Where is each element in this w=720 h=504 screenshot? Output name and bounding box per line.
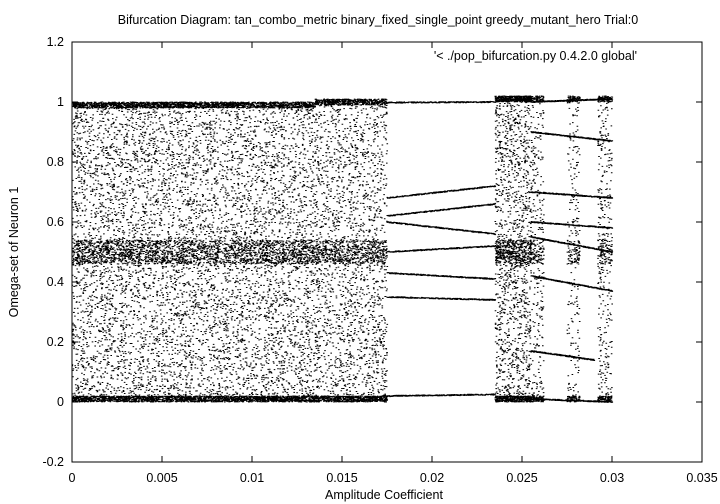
- x-tick-label: 0.02: [420, 471, 444, 485]
- x-tick-label: 0.01: [240, 471, 264, 485]
- y-tick-label: 0.8: [47, 155, 64, 169]
- x-tick-label: 0.03: [600, 471, 624, 485]
- data-points: [71, 95, 614, 403]
- y-tick-label: -0.2: [42, 455, 64, 469]
- x-tick-label: 0.015: [326, 471, 357, 485]
- chart-title: Bifurcation Diagram: tan_combo_metric bi…: [118, 13, 638, 27]
- plot-frame: [71, 41, 703, 463]
- y-axis-ticks: -0.2 0 0.2 0.4 0.6 0.8 1 1.2: [42, 35, 702, 469]
- y-tick-label: 1: [57, 95, 64, 109]
- x-tick-label: 0.005: [146, 471, 177, 485]
- y-tick-label: 0.6: [47, 215, 64, 229]
- y-axis-label: Omega-set of Neuron 1: [7, 187, 21, 318]
- x-tick-label: 0: [69, 471, 76, 485]
- legend-label: '< ./pop_bifurcation.py 0.4.2.0 global': [434, 49, 637, 63]
- y-tick-label: 1.2: [47, 35, 64, 49]
- y-tick-label: 0.2: [47, 335, 64, 349]
- x-axis-ticks: 0 0.005 0.01 0.015 0.02 0.025 0.03 0.035: [69, 42, 718, 485]
- y-tick-label: 0.4: [47, 275, 64, 289]
- y-tick-label: 0: [57, 395, 64, 409]
- x-tick-label: 0.025: [506, 471, 537, 485]
- scatter-points: [71, 95, 614, 403]
- x-tick-label: 0.035: [686, 471, 717, 485]
- x-axis-label: Amplitude Coefficient: [325, 488, 443, 502]
